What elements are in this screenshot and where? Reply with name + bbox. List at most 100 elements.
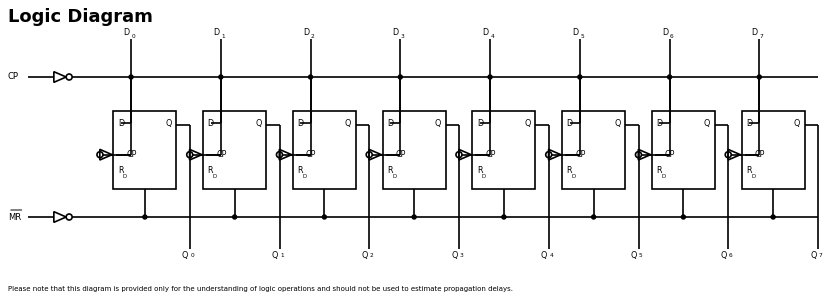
Bar [383, 111, 446, 189]
Circle shape [488, 75, 492, 79]
Text: Q: Q [451, 251, 457, 260]
Bar [472, 111, 535, 189]
Text: 0: 0 [131, 33, 136, 39]
Text: 2: 2 [370, 253, 374, 258]
Circle shape [143, 215, 147, 219]
Circle shape [129, 75, 133, 79]
Text: Q: Q [435, 119, 441, 128]
Bar [203, 111, 266, 189]
Text: D: D [213, 28, 219, 37]
Text: D: D [213, 174, 217, 179]
Text: D: D [566, 119, 573, 128]
Circle shape [232, 215, 237, 219]
Text: D: D [123, 174, 127, 179]
Text: D: D [303, 28, 309, 37]
Text: D: D [393, 28, 399, 37]
Text: 3: 3 [401, 33, 404, 39]
Text: D: D [482, 174, 486, 179]
Text: Please note that this diagram is provided only for the understanding of logic op: Please note that this diagram is provide… [8, 286, 513, 292]
Circle shape [771, 215, 775, 219]
Text: D: D [303, 174, 307, 179]
Circle shape [578, 75, 582, 79]
Circle shape [412, 215, 416, 219]
Text: D: D [118, 119, 124, 128]
Text: CP: CP [8, 72, 19, 82]
Text: CP: CP [216, 150, 227, 159]
Text: D: D [662, 174, 666, 179]
Text: Q: Q [165, 119, 172, 128]
Text: Q: Q [182, 251, 189, 260]
Bar [113, 111, 176, 189]
Circle shape [681, 215, 686, 219]
Text: D: D [752, 28, 758, 37]
Text: D: D [298, 119, 304, 128]
Bar [562, 111, 625, 189]
Text: R: R [477, 166, 482, 175]
Text: Q: Q [614, 119, 620, 128]
Circle shape [219, 75, 222, 79]
Text: CP: CP [665, 150, 676, 159]
Text: D: D [482, 28, 489, 37]
Text: CP: CP [755, 150, 765, 159]
Text: CP: CP [395, 150, 406, 159]
Circle shape [758, 75, 762, 79]
Text: R: R [208, 166, 213, 175]
Text: CP: CP [127, 150, 136, 159]
Text: Q: Q [524, 119, 531, 128]
Text: R: R [298, 166, 303, 175]
Bar [742, 111, 805, 189]
Circle shape [591, 215, 595, 219]
Text: Logic Diagram: Logic Diagram [8, 8, 153, 26]
Text: R: R [118, 166, 123, 175]
Text: D: D [746, 119, 753, 128]
Text: Q: Q [271, 251, 278, 260]
Text: R: R [746, 166, 752, 175]
Text: 4: 4 [549, 253, 553, 258]
Text: 7: 7 [760, 33, 763, 39]
Text: Q: Q [541, 251, 547, 260]
Text: D: D [123, 28, 130, 37]
Text: R: R [566, 166, 572, 175]
Text: 7: 7 [819, 253, 822, 258]
Text: Q: Q [631, 251, 637, 260]
Text: 6: 6 [729, 253, 733, 258]
Text: Q: Q [810, 251, 816, 260]
Text: D: D [571, 174, 576, 179]
Text: 6: 6 [670, 33, 674, 39]
Circle shape [323, 215, 327, 219]
Text: 5: 5 [639, 253, 643, 258]
Bar [652, 111, 715, 189]
Circle shape [308, 75, 313, 79]
Text: CP: CP [576, 150, 586, 159]
Text: 3: 3 [460, 253, 463, 258]
Text: D: D [477, 119, 483, 128]
Text: 0: 0 [190, 253, 194, 258]
Text: 1: 1 [280, 253, 284, 258]
Text: CP: CP [485, 150, 496, 159]
Circle shape [502, 215, 506, 219]
Text: Q: Q [704, 119, 710, 128]
Text: D: D [751, 174, 755, 179]
Text: CP: CP [306, 150, 317, 159]
Text: Q: Q [794, 119, 800, 128]
Text: 2: 2 [311, 33, 315, 39]
Text: Q: Q [345, 119, 351, 128]
Text: MR: MR [8, 213, 22, 222]
Text: 1: 1 [222, 33, 225, 39]
Text: R: R [657, 166, 662, 175]
Text: D: D [572, 28, 578, 37]
Text: 4: 4 [490, 33, 495, 39]
Circle shape [667, 75, 672, 79]
Circle shape [399, 75, 402, 79]
Text: R: R [387, 166, 393, 175]
Text: Q: Q [256, 119, 261, 128]
Text: 5: 5 [581, 33, 584, 39]
Text: D: D [657, 119, 662, 128]
Bar [293, 111, 356, 189]
Text: D: D [392, 174, 396, 179]
Text: Q: Q [361, 251, 368, 260]
Text: Q: Q [720, 251, 727, 260]
Text: D: D [662, 28, 668, 37]
Text: D: D [208, 119, 214, 128]
Text: D: D [387, 119, 394, 128]
